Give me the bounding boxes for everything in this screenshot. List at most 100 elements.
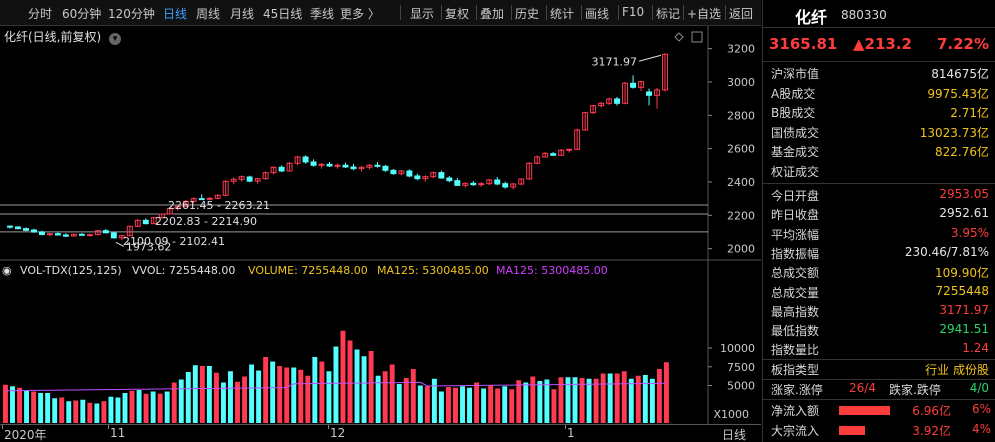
candle-up xyxy=(206,197,213,200)
board-type-value[interactable]: 行业 成份股 xyxy=(925,363,989,377)
flow-label: 净流入额 xyxy=(771,404,820,418)
period-tab-6[interactable]: 45日线 xyxy=(263,7,303,21)
candle-up xyxy=(174,205,181,209)
volume-bar-down xyxy=(291,367,297,423)
summary-row-label: 基金成交 xyxy=(771,145,820,159)
toolbar-button-0[interactable]: 显示 xyxy=(410,7,435,21)
volume-bar-down xyxy=(544,379,550,423)
toolbar-button-1[interactable]: 复权 xyxy=(445,7,470,21)
volume-bar-up xyxy=(530,376,536,423)
volume-bar-up xyxy=(551,389,557,423)
volume-bar-up xyxy=(129,390,135,423)
volume-bar-down xyxy=(38,393,44,423)
volume-bar-up xyxy=(298,369,304,423)
period-tab-8[interactable]: 更多 〉 xyxy=(340,7,380,21)
volume-bar-down xyxy=(396,384,402,423)
volume-bar-up xyxy=(579,378,585,423)
date-label: 12 xyxy=(330,426,346,440)
volume-bar-up xyxy=(340,330,346,423)
candle-up xyxy=(126,225,133,237)
advancers-label: 涨家.涨停 xyxy=(771,383,823,397)
candle-up xyxy=(214,194,221,199)
volume-bar-up xyxy=(59,397,65,423)
candle-down xyxy=(406,170,413,177)
price-tick-label: 3000 xyxy=(727,76,755,89)
toolbar-button-4[interactable]: 统计 xyxy=(550,7,575,21)
volume-bar-down xyxy=(467,387,473,423)
volume-bar-down xyxy=(136,390,142,423)
candle-up xyxy=(158,213,165,219)
summary-row: B股成交 2.71亿 xyxy=(771,103,989,122)
volume-bar-down xyxy=(438,391,444,423)
summary-row: 权证成交 xyxy=(771,162,989,181)
chevron-down-icon[interactable]: ▾ xyxy=(109,33,122,45)
low-pointer xyxy=(115,241,125,247)
period-tab-2[interactable]: 120分钟 xyxy=(108,7,155,21)
volume-bar-down xyxy=(628,378,634,423)
candle-up xyxy=(254,178,261,182)
candle-down xyxy=(38,231,45,235)
level-label: 2100.09 - 2102.41 xyxy=(123,235,225,248)
toolbar-button-2[interactable]: 叠加 xyxy=(480,7,505,21)
period-tab-7[interactable]: 季线 xyxy=(310,7,335,21)
volume-bar-up xyxy=(284,367,290,423)
volume-bar-up xyxy=(347,340,353,423)
toolbar-button-7[interactable]: 标记 xyxy=(656,7,681,21)
period-tab-4[interactable]: 周线 xyxy=(196,7,221,21)
toolbar-button-3[interactable]: 历史 xyxy=(515,7,540,21)
candle-down xyxy=(550,153,557,156)
volume-bar-down xyxy=(256,370,262,423)
candle-down xyxy=(15,226,21,230)
toolbar-divider xyxy=(476,5,477,20)
toolbar-button-8[interactable]: +自选 xyxy=(687,7,722,21)
toolbar-button-5[interactable]: 画线 xyxy=(585,7,610,21)
square-icon xyxy=(691,31,703,43)
period-tab-3[interactable]: 日线 xyxy=(163,7,188,21)
candle-up xyxy=(574,129,581,150)
volume-bar-down xyxy=(312,357,318,423)
volume-bar-down xyxy=(417,385,423,423)
stat-row: 平均涨幅 3.95% xyxy=(771,225,989,244)
period-tab-5[interactable]: 月线 xyxy=(230,7,255,21)
candle-up xyxy=(318,163,325,166)
candle-down xyxy=(198,198,205,201)
volume-tick-label: 10000 xyxy=(720,342,755,355)
candle-up xyxy=(478,183,485,186)
date-label: 1 xyxy=(567,426,575,440)
volume-bar-down xyxy=(586,378,592,423)
volume-bar-down xyxy=(649,378,655,423)
volume-unit: X1000 xyxy=(713,408,749,421)
volume-bar-down xyxy=(108,396,114,423)
volume-bar-down xyxy=(52,398,58,423)
candle-down xyxy=(102,230,109,234)
candle-down xyxy=(382,165,389,171)
summary-row: 基金成交 822.76亿 xyxy=(771,142,989,161)
candle-down xyxy=(278,166,285,172)
volume-bar-up xyxy=(424,386,430,423)
toolbar-button-6[interactable]: F10 xyxy=(622,5,645,19)
candle-up xyxy=(542,152,549,158)
period-label: 日线 xyxy=(722,428,747,442)
index-code: 880330 xyxy=(841,8,887,22)
candle-down xyxy=(54,233,61,236)
candle-down xyxy=(630,82,637,88)
price-tick-label: 2800 xyxy=(727,109,755,122)
legend-vvol: VVOL: 7255448.00 xyxy=(132,264,235,277)
volume-bar-up xyxy=(382,371,388,423)
period-tab-1[interactable]: 60分钟 xyxy=(62,7,102,21)
candle-up xyxy=(358,166,365,170)
candle-up xyxy=(662,53,668,91)
stat-row: 总成交额 109.90亿 xyxy=(771,263,989,282)
volume-bar-down xyxy=(431,378,437,423)
period-tab-0[interactable]: 分时 xyxy=(28,7,53,21)
candle-up xyxy=(238,176,245,180)
toolbar-divider xyxy=(652,5,653,20)
candle-up xyxy=(70,233,77,237)
flow-bar xyxy=(839,406,890,415)
date-tick xyxy=(108,425,109,429)
toolbar-button-9[interactable]: 返回 xyxy=(729,7,754,21)
candle-up xyxy=(230,178,237,182)
panel-divider xyxy=(763,399,995,400)
volume-bar-up xyxy=(157,393,163,423)
volume-bar-down xyxy=(150,391,156,423)
